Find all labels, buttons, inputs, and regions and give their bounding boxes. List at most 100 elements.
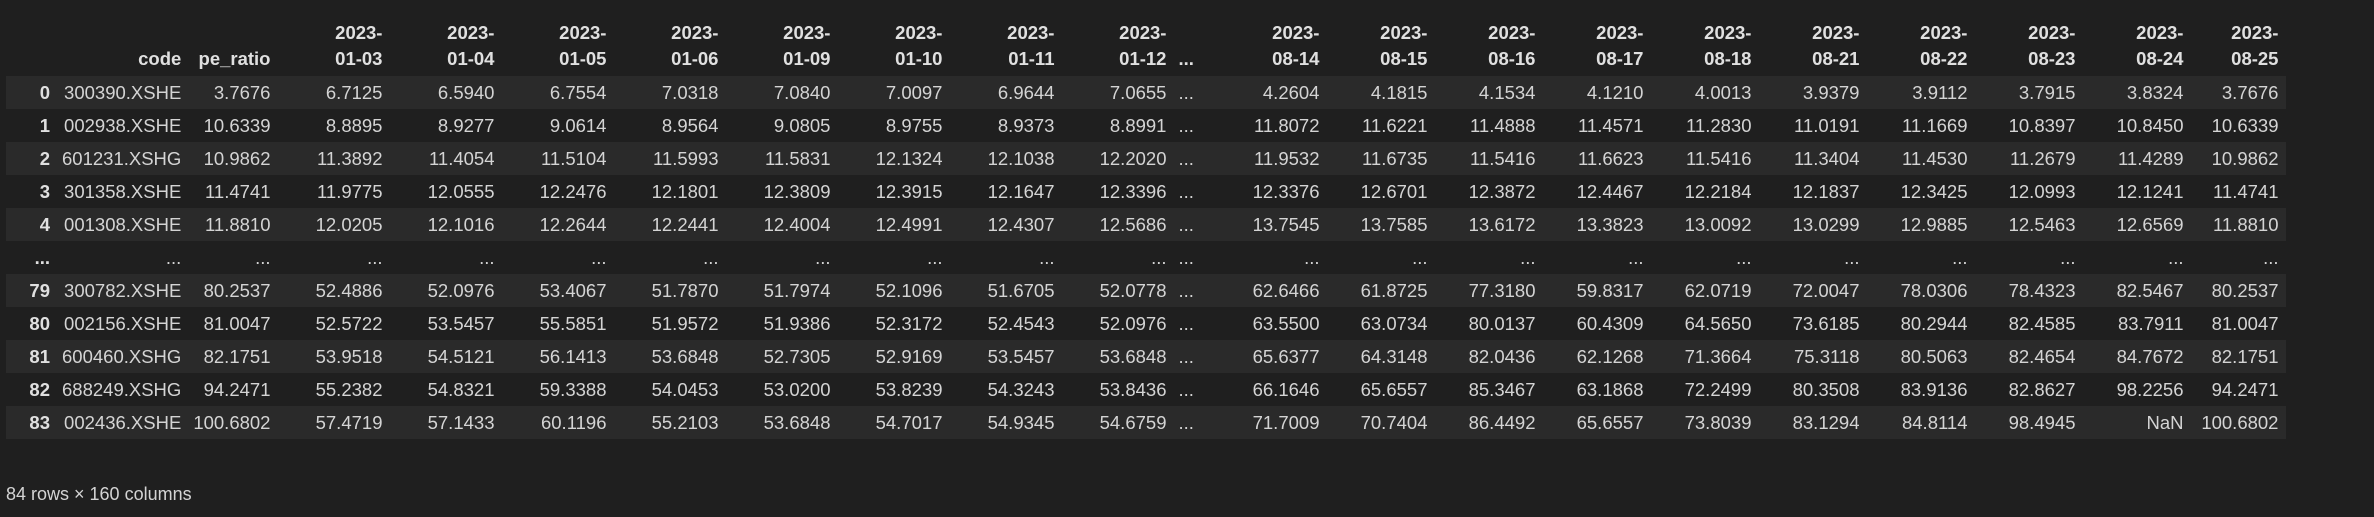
table-cell: 60.1196 — [540, 411, 607, 433]
table-cell: 12.0205 — [315, 213, 383, 235]
table-cell: 11.4741 — [2212, 180, 2279, 202]
table-cell: 51.9386 — [763, 312, 831, 334]
column-header-line1: 2023- — [1920, 22, 1968, 43]
table-cell: 12.6569 — [2116, 213, 2184, 235]
table-cell: 51.7870 — [651, 279, 719, 301]
table-cell: 51.6705 — [987, 279, 1055, 301]
column-header-line2: 01-12 — [1119, 48, 1167, 69]
table-row: 82 688249.XSHG 94.2471 55.2382 54.8321 59.338… — [6, 373, 2287, 406]
column-header-line1: 2023- — [1272, 22, 1320, 43]
table-cell: 11.9532 — [1253, 147, 1320, 169]
table-cell: 55.5851 — [539, 312, 607, 334]
table-cell: 52.4543 — [987, 312, 1055, 334]
table-cell: 6.9644 — [997, 81, 1055, 103]
table-cell: 54.7017 — [875, 411, 943, 433]
column-header-01-03: 2023- 01-03 — [278, 8, 390, 76]
table-cell: ... — [591, 246, 607, 268]
table-cell: 13.0092 — [1684, 213, 1752, 235]
row-index: 4 — [39, 213, 50, 235]
table-cell: 10.9862 — [203, 147, 271, 169]
column-header-line1: 2023- — [1007, 22, 1055, 43]
table-cell: ... — [2168, 246, 2184, 268]
table-cell: 65.6557 — [1360, 378, 1428, 400]
table-cell: 55.2103 — [651, 411, 719, 433]
table-cell: 11.1669 — [1901, 114, 1968, 136]
table-cell: 77.3180 — [1468, 279, 1536, 301]
column-header-line2: 01-04 — [447, 48, 495, 69]
column-header-line1: 2023- — [895, 22, 943, 43]
row-index: 80 — [29, 312, 50, 334]
column-header-01-05: 2023- 01-05 — [502, 8, 614, 76]
column-header-01-06: 2023- 01-06 — [614, 8, 726, 76]
column-header-line2: 08-17 — [1596, 48, 1644, 69]
table-cell: 11.2679 — [2009, 147, 2076, 169]
table-cell: 12.0555 — [427, 180, 495, 202]
table-cell: 59.3388 — [539, 378, 607, 400]
table-cell: 80.2944 — [1900, 312, 1968, 334]
ellipsis-cell: ... — [1178, 114, 1194, 136]
table-cell: 6.7125 — [325, 81, 383, 103]
column-header-ellipsis: ... — [1174, 8, 1219, 76]
ellipsis-cell: ... — [1178, 147, 1194, 169]
table-cell: 81.0047 — [203, 312, 271, 334]
table-cell: 52.7305 — [763, 345, 831, 367]
table-cell: 8.8991 — [1109, 114, 1167, 136]
table-row: 1 002938.XSHE 10.6339 8.8895 8.9277 9.0614 8.9… — [6, 109, 2287, 142]
column-header-line1: 2023- — [2136, 22, 2184, 43]
column-header-line2: 08-22 — [1920, 48, 1968, 69]
table-cell: ... — [479, 246, 495, 268]
table-cell: 12.2644 — [539, 213, 607, 235]
table-cell: 12.1324 — [875, 147, 943, 169]
table-cell: 002156.XSHE — [64, 312, 182, 334]
dataframe-shape-summary: 84 rows × 160 columns — [6, 484, 192, 504]
column-header-08-17: 2023- 08-17 — [1543, 8, 1651, 76]
row-index: 81 — [29, 345, 50, 367]
table-cell: 12.2020 — [1099, 147, 1167, 169]
table-cell: 63.5500 — [1252, 312, 1320, 334]
table-cell: 11.0191 — [1793, 114, 1860, 136]
table-cell: 12.3915 — [875, 180, 943, 202]
table-cell: 10.8450 — [2116, 114, 2184, 136]
table-cell: 72.0047 — [1792, 279, 1860, 301]
table-cell: ... — [703, 246, 719, 268]
column-header-line2: 08-14 — [1272, 48, 1320, 69]
ellipsis-cell: ... — [1178, 312, 1194, 334]
table-cell: 11.8810 — [204, 213, 271, 235]
table-cell: 56.1413 — [539, 345, 607, 367]
row-index: 2 — [39, 147, 50, 169]
column-header-01-12: 2023- 01-12 — [1062, 8, 1174, 76]
table-cell: 54.6759 — [1099, 411, 1167, 433]
table-cell: 82.8627 — [2008, 378, 2076, 400]
table-cell: 52.0976 — [1099, 312, 1167, 334]
table-cell: 11.6623 — [1577, 147, 1644, 169]
table-cell: 13.6172 — [1468, 213, 1536, 235]
table-cell: 8.9564 — [661, 114, 719, 136]
table-cell: 601231.XSHG — [62, 147, 182, 169]
table-cell: 52.9169 — [875, 345, 943, 367]
table-cell: 54.9345 — [987, 411, 1055, 433]
table-cell: 83.1294 — [1792, 411, 1860, 433]
column-header-line1: 2023- — [1812, 22, 1860, 43]
table-cell: 3.7676 — [213, 81, 271, 103]
table-cell: 80.2537 — [203, 279, 271, 301]
table-cell: 7.0097 — [885, 81, 943, 103]
table-cell: 12.5686 — [1099, 213, 1167, 235]
table-cell: 9.0614 — [549, 114, 607, 136]
ellipsis-cell: ... — [1178, 279, 1194, 301]
table-cell: 62.0719 — [1684, 279, 1752, 301]
table-cell: ... — [1952, 246, 1968, 268]
column-header-line1: 2023- — [559, 22, 607, 43]
table-cell: 71.3664 — [1684, 345, 1752, 367]
table-cell: 7.0655 — [1109, 81, 1167, 103]
table-cell: 002938.XSHE — [64, 114, 182, 136]
table-cell: 62.6466 — [1252, 279, 1320, 301]
table-cell: 82.4654 — [2008, 345, 2076, 367]
table-cell: 8.9373 — [997, 114, 1055, 136]
ellipsis-row: ........................................… — [6, 241, 2287, 274]
table-cell: 12.6701 — [1360, 180, 1428, 202]
row-index: 79 — [29, 279, 50, 301]
table-cell: 51.9572 — [651, 312, 719, 334]
table-row: 0 300390.XSHE 3.7676 6.7125 6.5940 6.7554 7.03… — [6, 76, 2287, 109]
table-cell: 300390.XSHE — [64, 81, 182, 103]
row-index: 1 — [39, 114, 50, 136]
